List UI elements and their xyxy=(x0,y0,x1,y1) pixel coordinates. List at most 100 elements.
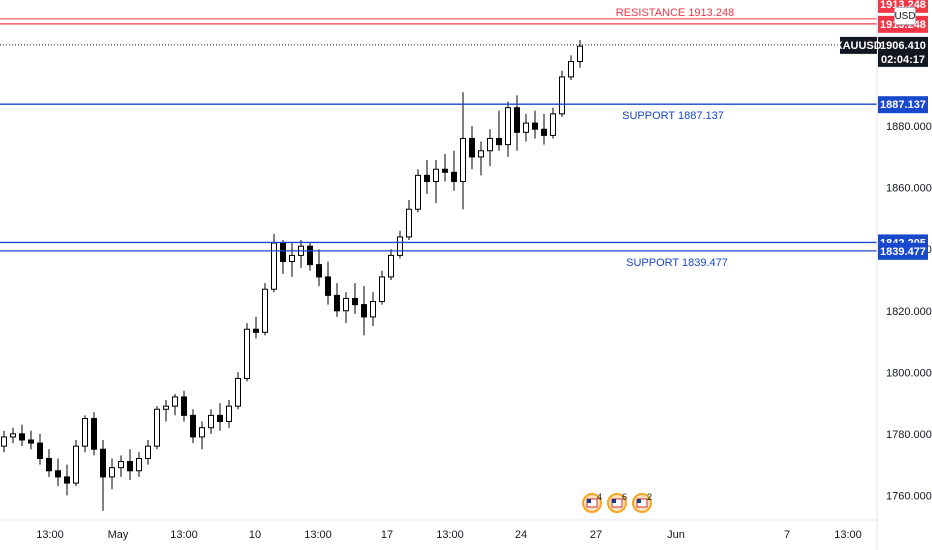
candle[interactable] xyxy=(226,400,232,428)
plot-area[interactable] xyxy=(0,40,877,511)
candle[interactable] xyxy=(505,101,511,157)
candle[interactable] xyxy=(217,403,223,431)
candle-body xyxy=(10,433,16,438)
candle[interactable] xyxy=(109,458,115,490)
candle[interactable] xyxy=(19,424,25,447)
candle[interactable] xyxy=(478,141,484,176)
candle-body xyxy=(487,137,493,152)
candle-body xyxy=(568,61,574,78)
candle[interactable] xyxy=(28,430,34,450)
candle-body xyxy=(37,442,43,459)
candle[interactable] xyxy=(532,110,538,139)
event-flag[interactable]: 2 xyxy=(632,492,652,513)
economic-events[interactable]: 4 6 2 xyxy=(582,492,652,513)
candle[interactable] xyxy=(208,409,214,434)
candle[interactable] xyxy=(316,249,322,287)
event-flag[interactable]: 6 xyxy=(607,492,627,513)
candle[interactable] xyxy=(433,160,439,204)
candle[interactable] xyxy=(550,107,556,139)
candle[interactable] xyxy=(253,316,259,339)
candle-body xyxy=(19,433,25,441)
candle[interactable] xyxy=(244,323,250,382)
candle[interactable] xyxy=(352,283,358,314)
candle[interactable] xyxy=(496,110,502,151)
candle[interactable] xyxy=(127,449,133,480)
candle[interactable] xyxy=(397,230,403,259)
candle[interactable] xyxy=(334,283,340,317)
candle-body xyxy=(289,254,295,263)
candle[interactable] xyxy=(37,433,43,465)
candle[interactable] xyxy=(415,169,421,213)
candle[interactable] xyxy=(100,440,106,511)
candle[interactable] xyxy=(487,129,493,167)
candle[interactable] xyxy=(181,390,187,422)
time-tick-label: 27 xyxy=(590,529,602,541)
candle[interactable] xyxy=(298,240,304,268)
candle[interactable] xyxy=(460,92,466,210)
price-tick-label: 1760.000 xyxy=(886,490,932,502)
candle-body xyxy=(82,417,88,447)
candle[interactable] xyxy=(325,261,331,305)
candle[interactable] xyxy=(289,243,295,277)
currency-badge[interactable]: USD xyxy=(894,7,916,25)
candle[interactable] xyxy=(163,400,169,422)
candle-body xyxy=(577,45,583,63)
level-tag-text: 1839.477 xyxy=(880,246,926,258)
candle-body xyxy=(550,113,556,136)
price-axis[interactable]: 1760.0001780.0001800.0001820.0001840.000… xyxy=(886,121,932,502)
candle-body xyxy=(442,168,448,173)
candle-body xyxy=(100,448,106,478)
candle-body xyxy=(127,461,133,472)
candle[interactable] xyxy=(469,126,475,170)
candle[interactable] xyxy=(361,286,367,336)
candle[interactable] xyxy=(577,40,583,68)
candle[interactable] xyxy=(235,372,241,410)
horizontal-lines[interactable]: RESISTANCE 1913.248 SUPPORT 1887.137 SUPPO… xyxy=(0,7,877,269)
candle[interactable] xyxy=(46,449,52,477)
candle-body xyxy=(505,107,511,146)
candle[interactable] xyxy=(424,160,430,194)
candle[interactable] xyxy=(541,113,547,145)
candle[interactable] xyxy=(1,430,7,453)
us-flag-canton xyxy=(612,499,616,503)
candle[interactable] xyxy=(568,55,574,80)
candle[interactable] xyxy=(91,412,97,456)
candle[interactable] xyxy=(262,283,268,336)
candle[interactable] xyxy=(172,393,178,416)
time-tick-label: 13:00 xyxy=(304,529,332,541)
candle[interactable] xyxy=(82,415,88,453)
candle-body xyxy=(460,137,466,183)
candle-body xyxy=(352,297,358,306)
candle[interactable] xyxy=(379,270,385,305)
candle[interactable] xyxy=(136,452,142,477)
candle[interactable] xyxy=(343,292,349,324)
candle[interactable] xyxy=(370,292,376,327)
symbol-label-text: XAUUSD xyxy=(835,40,882,52)
candle[interactable] xyxy=(118,455,124,477)
event-flag[interactable]: 4 xyxy=(582,492,602,513)
candle[interactable] xyxy=(10,427,16,444)
candle[interactable] xyxy=(280,240,286,274)
candle[interactable] xyxy=(523,113,529,142)
candle[interactable] xyxy=(451,150,457,191)
candle[interactable] xyxy=(559,70,565,117)
candle-body xyxy=(1,436,7,447)
candle[interactable] xyxy=(199,421,205,450)
time-axis[interactable]: 13:00 May 13:00 10 13:00 17 13:00 24 27 Jun 7 13:00 xyxy=(36,529,862,541)
candle[interactable] xyxy=(154,406,160,450)
candle-body xyxy=(541,128,547,136)
candle[interactable] xyxy=(73,440,79,487)
candle[interactable] xyxy=(388,249,394,280)
candle-body xyxy=(415,174,421,210)
candle[interactable] xyxy=(406,200,412,240)
candle[interactable] xyxy=(55,458,61,487)
candle[interactable] xyxy=(190,409,196,444)
candle-body xyxy=(208,414,214,429)
candle[interactable] xyxy=(64,464,70,496)
candle[interactable] xyxy=(442,153,448,182)
candle[interactable] xyxy=(145,440,151,465)
candle[interactable] xyxy=(307,243,313,271)
candle-body xyxy=(478,150,484,158)
candle-body xyxy=(559,76,565,115)
